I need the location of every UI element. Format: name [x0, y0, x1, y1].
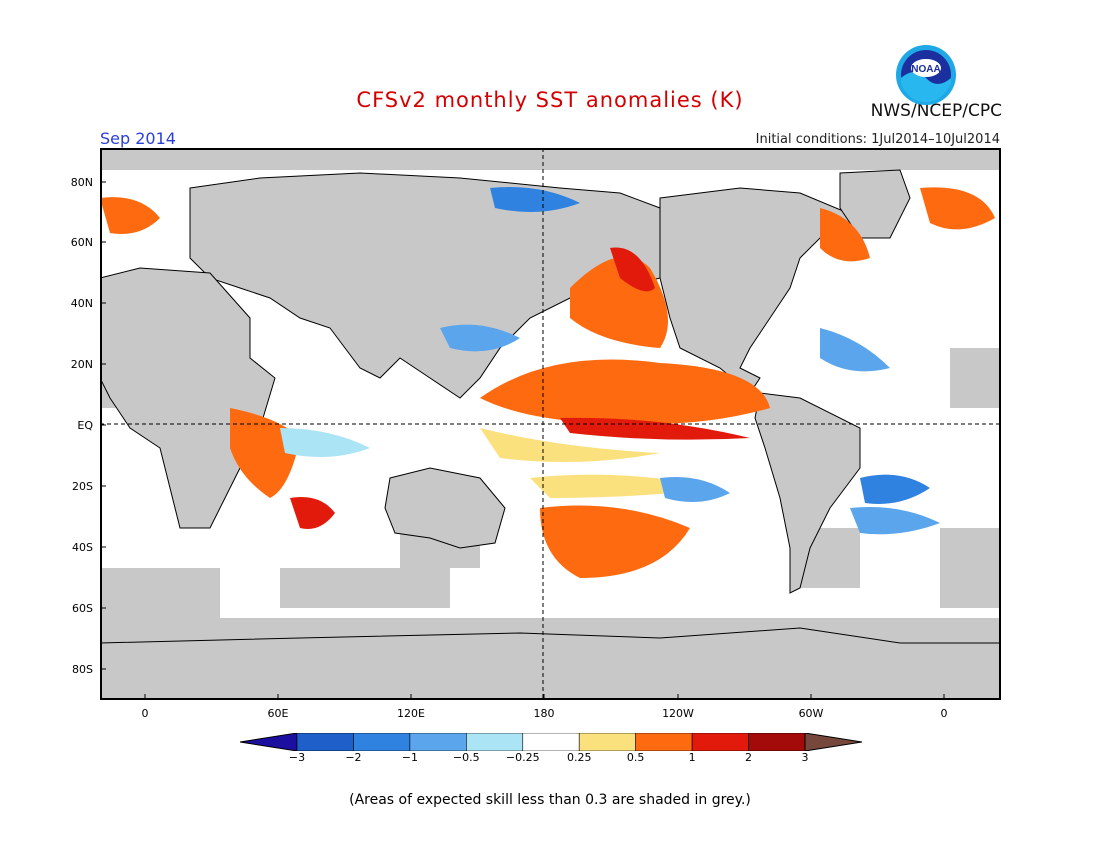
sst-anomaly-patches: [100, 187, 995, 578]
lat-label-1: 60N: [71, 236, 93, 249]
warm-natl: [920, 187, 995, 230]
colorbar-segment-7: [691, 733, 749, 751]
lat-label-4: EQ: [77, 419, 93, 432]
colorbar-segment-8: [748, 733, 806, 751]
colorbar-tick-2: −1: [401, 751, 418, 764]
light-warm-eqpac: [480, 428, 660, 462]
noaa-logo: NOAA: [896, 45, 956, 105]
lon-label-1: 60E: [268, 707, 289, 720]
cool-satl: [860, 474, 930, 504]
noaa-logo-text: NOAA: [911, 64, 940, 75]
warm-sio: [290, 497, 335, 529]
australia: [384, 467, 506, 549]
lat-label-8: 80S: [72, 663, 93, 676]
africa: [100, 267, 276, 529]
cool-natl: [820, 328, 890, 372]
greenland: [839, 169, 911, 239]
initial-conditions: Initial conditions: 1Jul2014–10Jul2014: [755, 132, 1000, 147]
colorbar-segment-0: [296, 733, 354, 751]
colorbar-tick-0: −3: [288, 751, 306, 764]
land-masses: [100, 169, 1001, 700]
hot-np: [610, 247, 655, 292]
light-cool-io: [280, 428, 370, 457]
lon-label-5: 60W: [799, 707, 824, 720]
hot-eq: [560, 417, 750, 440]
lat-label-7: 60S: [72, 602, 93, 615]
agency-label: NWS/NCEP/CPC: [870, 101, 1002, 121]
europe-asia: [189, 172, 721, 399]
colorbar-tick-6: 0.5: [626, 751, 645, 764]
warm-neatl: [100, 197, 160, 234]
warm-arctic-atl: [820, 208, 870, 262]
lon-label-0: 0: [142, 707, 149, 720]
colorbar-tick-8: 2: [745, 751, 753, 764]
lon-label-6: 0: [941, 707, 948, 720]
cool-npac: [440, 324, 520, 352]
lat-label-6: 40S: [72, 541, 93, 554]
colorbar-tick-4: −0.25: [505, 751, 540, 764]
lat-label-3: 20N: [71, 358, 93, 371]
colorbar-segment-6: [635, 733, 693, 751]
lat-label-2: 40N: [71, 297, 93, 310]
colorbar-segment-1: [353, 733, 411, 751]
colorbar-max-arrow: [804, 733, 862, 751]
colorbar-tick-5: 0.25: [566, 751, 592, 764]
antarctica: [100, 627, 1001, 700]
sst-anomaly-map: [100, 148, 1001, 700]
lat-label-5: 20S: [72, 480, 93, 493]
south-america: [754, 392, 861, 594]
lon-label-4: 120W: [662, 707, 694, 720]
skill-footnote: (Areas of expected skill less than 0.3 a…: [349, 792, 751, 808]
forecast-month: Sep 2014: [100, 129, 176, 148]
colorbar-segment-5: [578, 733, 636, 751]
colorbar-min-arrow: [240, 733, 298, 751]
colorbar-tick-7: 1: [688, 751, 696, 764]
cool-satl2: [850, 507, 940, 535]
lon-label-2: 120E: [397, 707, 425, 720]
colorbar-segment-2: [409, 733, 467, 751]
colorbar-ticks: −3 −2 −1 −0.5 −0.25 0.25 0.5 1 2 3: [240, 751, 862, 771]
colorbar-segment-3: [466, 733, 524, 751]
colorbar-tick-1: −2: [345, 751, 362, 764]
lon-label-3: 180: [534, 707, 555, 720]
colorbar-tick-3: −0.5: [452, 751, 480, 764]
colorbar-tick-9: 3: [801, 751, 809, 764]
colorbar-segment-4: [522, 733, 580, 751]
map-title: CFSv2 monthly SST anomalies (K): [356, 88, 744, 112]
warm-sp: [540, 505, 690, 578]
cool-arctic: [490, 187, 580, 212]
warm-pacific: [480, 359, 770, 424]
colorbar: [240, 733, 862, 751]
lat-label-0: 80N: [71, 176, 93, 189]
cool-sepac: [660, 477, 730, 502]
map-frame: [100, 148, 1001, 700]
